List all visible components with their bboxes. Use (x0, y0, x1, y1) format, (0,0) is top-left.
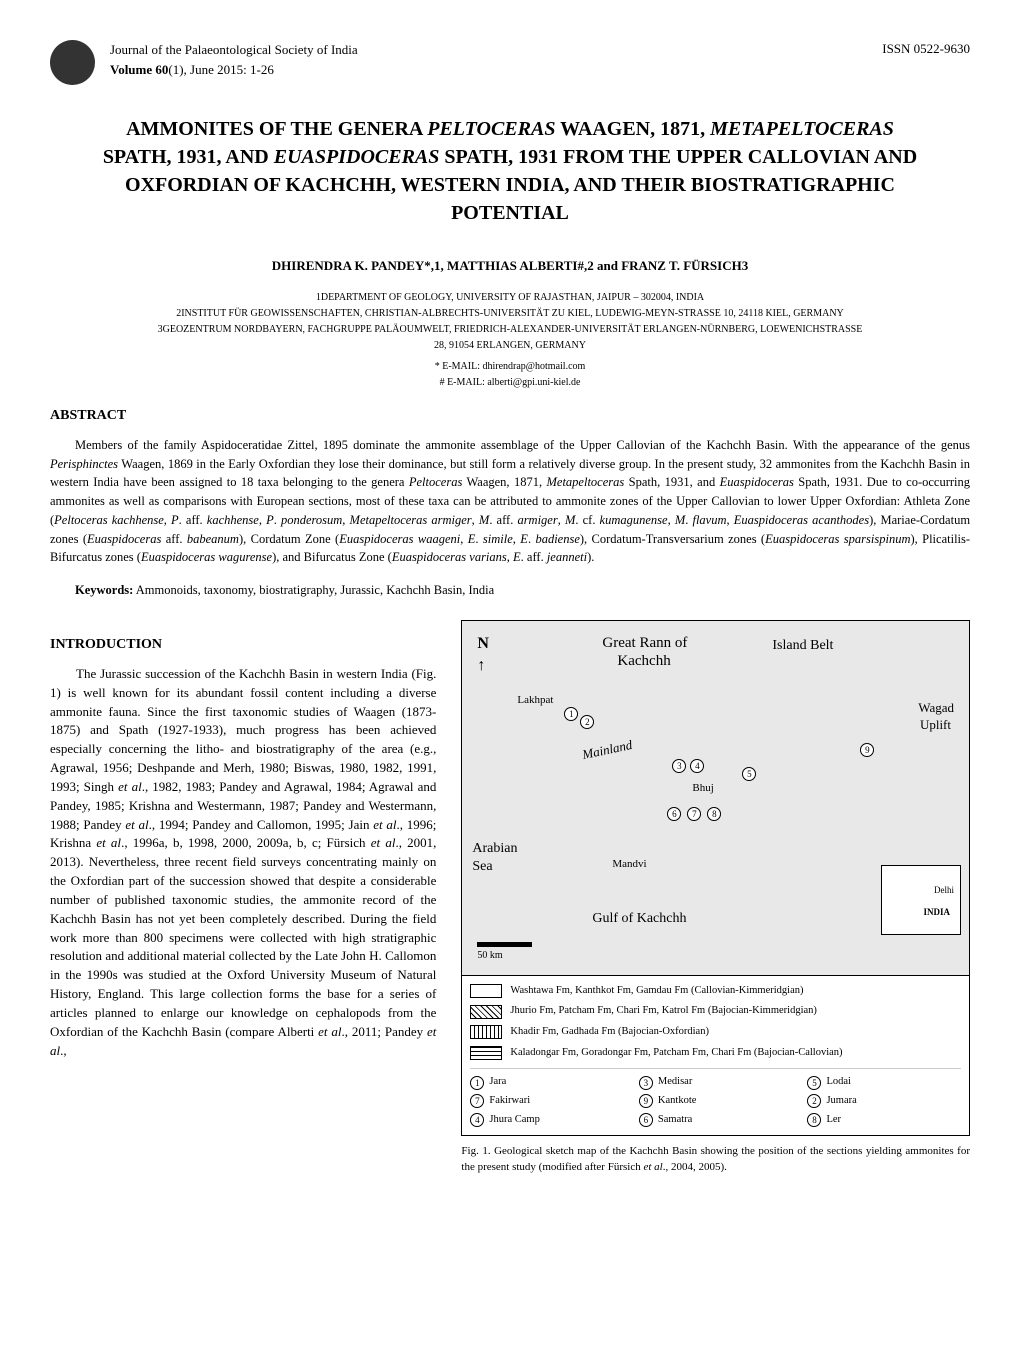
locality-6: 6Samatra (639, 1113, 793, 1128)
page-header: Journal of the Palaeontological Society … (50, 40, 970, 85)
locality-9: 9Kantkote (639, 1094, 793, 1109)
label-arabian: Arabian (472, 839, 517, 859)
issue: (1), June 2015: 1-26 (168, 62, 273, 77)
label-mandvi: Mandvi (612, 857, 646, 872)
inset-map: Delhi INDIA (881, 865, 961, 935)
localities-grid: 1Jara 3Medisar 5Lodai 7Fakirwari 9Kantko… (470, 1068, 961, 1127)
legend-swatch-diagonal-icon (470, 1005, 502, 1019)
figure-column: N ↑ Great Rann of Kachchh Island Belt La… (461, 620, 970, 1176)
keywords-label: Keywords: (75, 583, 133, 597)
label-lakhpat: Lakhpat (517, 693, 553, 708)
society-logo-icon (50, 40, 95, 85)
legend-swatch-vertical-icon (470, 1025, 502, 1039)
loc-marker-6: 6 (667, 807, 681, 821)
affiliation-3b: 28, 91054 ERLANGEN, GERMANY (50, 338, 970, 354)
header-left: Journal of the Palaeontological Society … (50, 40, 358, 85)
label-sea: Sea (472, 857, 492, 877)
intro-heading: INTRODUCTION (50, 635, 436, 655)
emails: * E-MAIL: dhirendrap@hotmail.com # E-MAI… (50, 359, 970, 391)
abstract-text: Members of the family Aspidoceratidae Zi… (50, 436, 970, 567)
authors: DHIRENDRA K. PANDEY*,1, MATTHIAS ALBERTI… (50, 257, 970, 275)
keywords-text: Ammonoids, taxonomy, biostratigraphy, Ju… (133, 583, 494, 597)
loc-marker-3: 3 (672, 759, 686, 773)
legend-row-4: Kaladongar Fm, Goradongar Fm, Patcham Fm… (470, 1046, 961, 1061)
label-wagad: Wagad (918, 699, 954, 717)
label-mainland: Mainland (581, 735, 634, 763)
affiliation-3: 3GEOZENTRUM NORDBAYERN, FACHGRUPPE PALÄO… (50, 322, 970, 338)
volume-issue: Volume 60(1), June 2015: 1-26 (110, 60, 358, 80)
legend-swatch-grid-icon (470, 1046, 502, 1060)
loc-marker-1: 1 (564, 707, 578, 721)
label-kachchh: Kachchh (617, 651, 670, 672)
journal-name: Journal of the Palaeontological Society … (110, 40, 358, 60)
volume: Volume 60 (110, 62, 168, 77)
label-bhuj: Bhuj (692, 781, 713, 796)
figure-1: N ↑ Great Rann of Kachchh Island Belt La… (461, 620, 970, 1137)
locality-4: 4Jhura Camp (470, 1113, 624, 1128)
introduction-column: INTRODUCTION The Jurassic succession of … (50, 620, 436, 1061)
label-uplift: Uplift (920, 716, 951, 734)
email-2: # E-MAIL: alberti@gpi.uni-kiel.de (50, 375, 970, 391)
inset-india: INDIA (923, 906, 950, 919)
issn: ISSN 0522-9630 (882, 40, 970, 58)
inset-delhi: Delhi (934, 884, 954, 897)
locality-5: 5Lodai (807, 1075, 961, 1090)
locality-3: 3Medisar (639, 1075, 793, 1090)
legend-swatch-blank-icon (470, 984, 502, 998)
affiliations: 1DEPARTMENT OF GEOLOGY, UNIVERSITY OF RA… (50, 290, 970, 354)
main-content: INTRODUCTION The Jurassic succession of … (50, 620, 970, 1176)
article-title: AMMONITES OF THE GENERA PELTOCERAS WAAGE… (100, 115, 920, 227)
loc-marker-7: 7 (687, 807, 701, 821)
locality-1: 1Jara (470, 1075, 624, 1090)
abstract-heading: ABSTRACT (50, 406, 970, 426)
scale-bar: 50 km (477, 942, 532, 963)
map-area: N ↑ Great Rann of Kachchh Island Belt La… (462, 621, 969, 976)
legend-box: Washtawa Fm, Kanthkot Fm, Gamdau Fm (Cal… (462, 976, 969, 1136)
affiliation-2: 2INSTITUT FÜR GEOWISSENSCHAFTEN, CHRISTI… (50, 306, 970, 322)
label-island-belt: Island Belt (772, 636, 833, 656)
loc-marker-2: 2 (580, 715, 594, 729)
keywords: Keywords: Ammonoids, taxonomy, biostrati… (50, 582, 970, 600)
loc-marker-8: 8 (707, 807, 721, 821)
locality-2: 2Jumara (807, 1094, 961, 1109)
figure-caption: Fig. 1. Geological sketch map of the Kac… (461, 1144, 970, 1175)
locality-7: 7Fakirwari (470, 1094, 624, 1109)
legend-row-2: Jhurio Fm, Patcham Fm, Chari Fm, Katrol … (470, 1004, 961, 1019)
locality-8: 8Ler (807, 1113, 961, 1128)
legend-row-1: Washtawa Fm, Kanthkot Fm, Gamdau Fm (Cal… (470, 984, 961, 999)
label-gulf: Gulf of Kachchh (592, 909, 686, 929)
affiliation-1: 1DEPARTMENT OF GEOLOGY, UNIVERSITY OF RA… (50, 290, 970, 306)
loc-marker-5: 5 (742, 767, 756, 781)
intro-paragraph: The Jurassic succession of the Kachchh B… (50, 665, 436, 1061)
loc-marker-4: 4 (690, 759, 704, 773)
north-arrow-icon: N ↑ (477, 633, 489, 678)
legend-row-3: Khadir Fm, Gadhada Fm (Bajocian-Oxfordia… (470, 1025, 961, 1040)
loc-marker-9: 9 (860, 743, 874, 757)
journal-info: Journal of the Palaeontological Society … (110, 40, 358, 79)
email-1: * E-MAIL: dhirendrap@hotmail.com (50, 359, 970, 375)
